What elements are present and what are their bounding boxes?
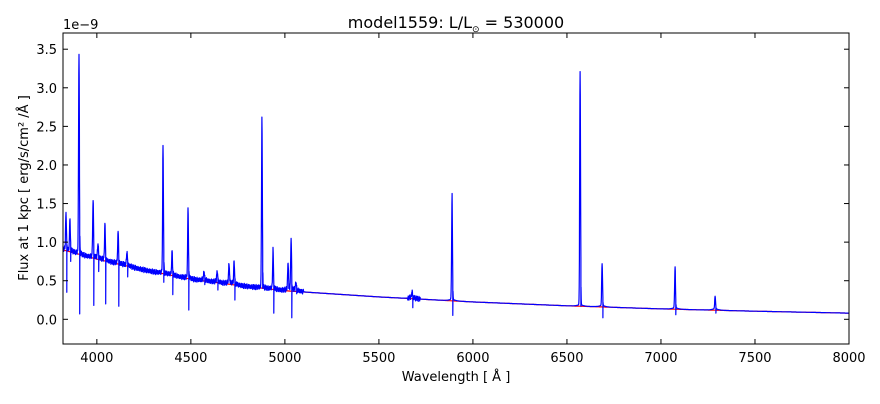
x-tick-label: 4500: [174, 351, 207, 366]
y-tick-label: 2.5: [36, 120, 57, 135]
plot-lines: [62, 53, 850, 319]
plot-frame: [62, 32, 850, 345]
y-axis-label: Flux at 1 kpc [ erg/s/cm² /Å ]: [16, 95, 32, 281]
x-tick-label: 6000: [456, 351, 489, 366]
chart-title: model1559: L/L⊙ = 530000: [348, 13, 564, 35]
y-tick-label: 3.5: [36, 43, 57, 58]
x-tick-label: 7500: [738, 351, 771, 366]
x-tick-label: 8000: [832, 351, 865, 366]
x-tick-label: 5500: [362, 351, 395, 366]
y-tick-label: 1.0: [36, 236, 57, 251]
x-tick-label: 6500: [550, 351, 583, 366]
y-tick-label: 1.5: [36, 198, 57, 213]
title-sun-symbol: ⊙: [472, 25, 480, 35]
axis-ticks: 4000 4500 5000 5500 6000 6500 7000 7500 8000 0.0 0…: [36, 33, 866, 366]
x-tick-label: 7000: [644, 351, 677, 366]
x-tick-label: 5000: [268, 351, 301, 366]
spectrum-line: [62, 53, 850, 319]
continuum-fit-line: [62, 249, 849, 314]
y-tick-label: 3.0: [36, 82, 57, 97]
y-tick-label: 0.5: [36, 275, 57, 290]
y-multiplier: 1e−9: [63, 18, 98, 33]
y-tick-label: 2.0: [36, 159, 57, 174]
x-axis-label: Wavelength [ Å ]: [402, 369, 511, 385]
x-tick-label: 4000: [80, 351, 113, 366]
y-tick-label: 0.0: [36, 313, 57, 328]
